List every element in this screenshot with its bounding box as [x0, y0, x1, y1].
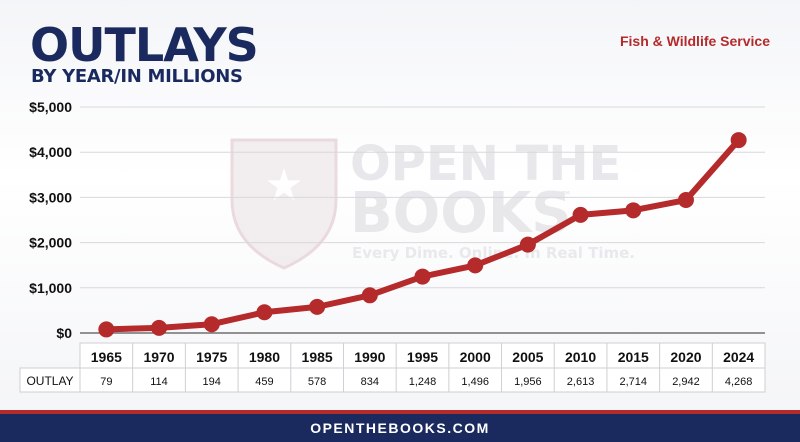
data-label: 194: [203, 376, 221, 388]
data-point: [467, 257, 484, 274]
data-label: 114: [150, 376, 168, 388]
watermark-line2: BOOKS: [350, 181, 572, 246]
y-tick-label: $2,000: [29, 235, 72, 251]
chart-subtitle: BY YEAR/IN MILLIONS: [31, 66, 243, 87]
star-icon: ★: [264, 161, 303, 210]
x-tick-label: 1970: [143, 349, 174, 365]
y-tick-label: $5,000: [29, 99, 72, 115]
data-point: [414, 268, 431, 285]
x-tick-label: 2015: [618, 349, 649, 365]
footer-link[interactable]: OPENTHEBOOKS.COM: [310, 420, 490, 436]
outlays-chart: ★ OPEN THE BOOKS ™ Every Dime. Online. I…: [19, 99, 766, 393]
data-label: 2,714: [620, 376, 648, 388]
data-point: [572, 206, 589, 223]
data-label: 834: [361, 376, 379, 388]
chart-title: OUTLAYS: [30, 18, 259, 72]
data-point: [309, 298, 326, 315]
data-label: 2,942: [672, 376, 700, 388]
agency-name: Fish & Wildlife Service: [619, 33, 770, 49]
watermark-tagline: Every Dime. Online. In Real Time.: [352, 244, 635, 262]
outlay-series: [98, 132, 747, 338]
x-tick-label: 2000: [460, 349, 491, 365]
data-label: 2,613: [567, 376, 595, 388]
x-tick-label: 2024: [723, 349, 754, 365]
data-label: 1,248: [409, 376, 437, 388]
data-label: 578: [308, 376, 326, 388]
data-label: 1,956: [514, 376, 542, 388]
x-tick-label: 1980: [249, 349, 280, 365]
x-tick-label: 1995: [407, 349, 438, 365]
data-point: [151, 319, 168, 336]
data-label: 79: [100, 376, 112, 388]
watermark: ★ OPEN THE BOOKS ™ Every Dime. Online. I…: [230, 136, 635, 270]
x-tick-label: 2005: [512, 349, 543, 365]
data-point: [256, 304, 273, 321]
y-tick-label: $4,000: [29, 144, 72, 160]
data-point: [625, 202, 642, 219]
shield-icon: [230, 138, 338, 270]
data-point: [203, 316, 220, 333]
y-axis: $0 $1,000 $2,000 $3,000 $4,000 $5,000: [29, 99, 72, 341]
table-row-label: OUTLAY: [26, 374, 73, 388]
data-point: [361, 287, 378, 304]
row-label-cell: [19, 367, 81, 393]
data-table: OUTLAY 1965 79 1970 114 1975 194 1980 459 1985 578…: [19, 342, 766, 393]
x-tick-label: 2020: [670, 349, 701, 365]
data-label: 1,496: [461, 376, 489, 388]
data-point: [519, 236, 536, 253]
x-tick-label: 1985: [302, 349, 333, 365]
y-tick-label: $0: [56, 325, 72, 341]
data-point: [730, 132, 747, 149]
watermark-tm: ™: [560, 189, 572, 203]
grid-lines: [80, 106, 765, 334]
footer-banner: OPENTHEBOOKS.COM: [0, 410, 800, 442]
x-tick-label: 1965: [91, 349, 122, 365]
x-tick-label: 1990: [354, 349, 385, 365]
y-tick-label: $1,000: [29, 280, 72, 296]
y-tick-label: $3,000: [29, 189, 72, 205]
watermark-line1: OPEN THE: [350, 136, 621, 192]
data-label: 4,268: [725, 376, 753, 388]
x-tick-label: 2010: [565, 349, 596, 365]
data-point: [677, 192, 694, 209]
data-label: 459: [255, 376, 273, 388]
data-point: [98, 321, 115, 338]
x-tick-label: 1975: [196, 349, 227, 365]
